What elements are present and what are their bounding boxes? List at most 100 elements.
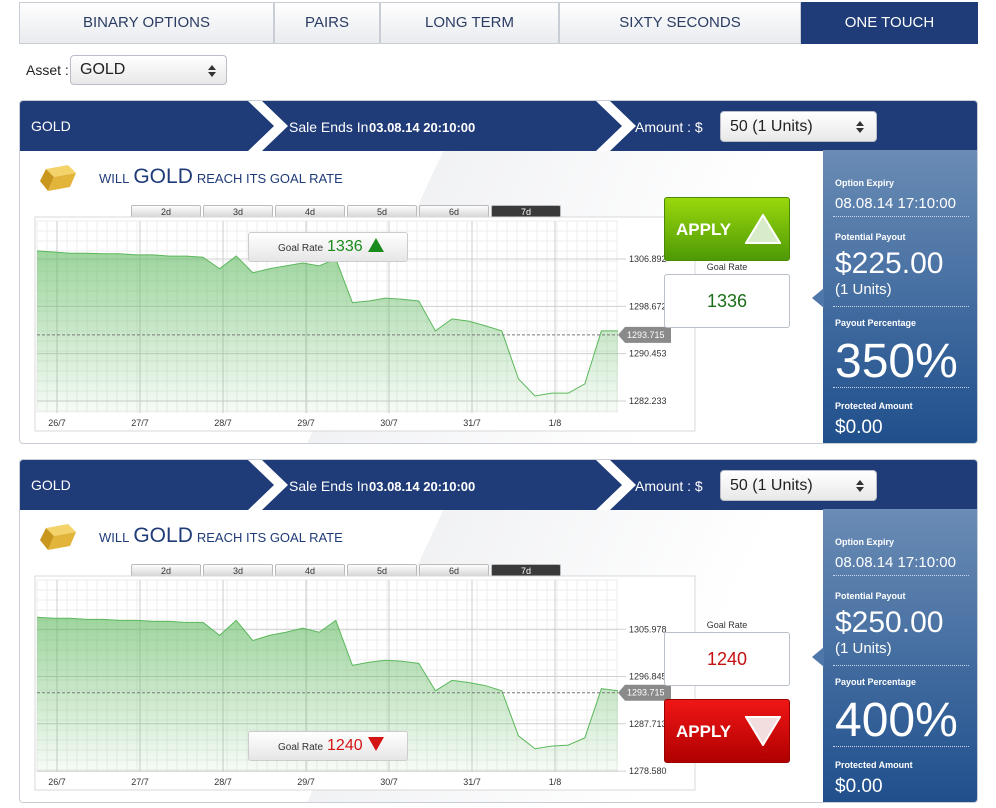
amount-select[interactable]: 50 (1 Units) [720,470,877,501]
headline-rest: REACH ITS GOAL RATE [196,530,343,545]
y-tick-label: 1298.672 [629,301,667,311]
headline-will: WILL [99,171,130,186]
sale-time: 03.08.14 20:10:00 [369,120,476,135]
headline-asset: GOLD [133,524,193,547]
gold-top [46,524,76,536]
goal-tag: Goal Rate 1336 [248,232,408,262]
tab[interactable]: BINARY OPTIONS [19,2,274,44]
protected-label: Protected Amount [835,760,913,770]
pct: 350% [835,335,958,388]
x-tick-label: 28/7 [214,777,232,787]
arrow [856,480,864,492]
x-tick-label: 1/8 [549,418,562,428]
select-arrows [208,65,216,77]
sale-label: Sale Ends In [289,478,369,494]
goal-tag-value: 1240 [327,737,363,754]
asset-name: GOLD [31,118,71,134]
chevron [596,460,636,510]
arrow [745,214,781,244]
goal-rate-value: 1336 [664,274,790,328]
tab[interactable]: LONG TERM [380,2,559,44]
current-tag [618,684,671,701]
direction-arrow [367,737,384,751]
amount-label: Amount : $ [635,119,703,135]
expiry: 08.08.14 17:10:00 [835,195,956,212]
amount-select[interactable]: 50 (1 Units) [720,111,877,142]
goal-rate-label: Goal Rate [706,262,748,272]
arrow [367,238,384,252]
x-tick-label: 30/7 [380,418,398,428]
amount-value: 50 (1 Units) [730,118,813,135]
arrow [745,716,781,746]
y-tick-label: 1287.713 [629,719,667,729]
headline: WILL GOLD REACH ITS GOAL RATE [99,165,343,189]
y-tick-label: 1290.453 [629,349,667,359]
units: (1 Units) [835,281,892,298]
goal-tag: Goal Rate 1240 [248,731,408,761]
chevron [248,101,288,151]
x-tick-label: 29/7 [297,418,315,428]
x-tick-label: 30/7 [380,777,398,787]
price-area [37,617,618,772]
gold-icon [40,524,76,550]
arrow [856,121,864,133]
y-tick-label: 1278.580 [629,766,667,776]
goal-rate-value: 1240 [664,632,790,686]
payout: $250.00 [835,606,944,639]
headline-will: WILL [99,530,130,545]
gold-icon [40,165,76,191]
y-tick-label: 1305.978 [629,624,667,634]
sidebar-pointer [812,288,824,308]
x-tick-label: 26/7 [48,418,66,428]
asset-select[interactable]: GOLD [70,55,227,85]
apply-button[interactable]: APPLY [664,197,790,261]
gold-side [48,532,76,550]
apply-button[interactable]: APPLY [664,699,790,763]
current-value: 1293.715 [627,688,665,698]
price-chart: 26/7 27/7 28/7 29/7 30/7 31/7 1/8 1306.892 1298.… [34,216,696,432]
units: (1 Units) [835,640,892,657]
divider [833,665,969,666]
arrow [367,737,384,751]
apply-label: APPLY [676,722,732,741]
select-arrows [856,480,864,492]
tab[interactable]: ONE TOUCH [801,2,978,44]
headline: WILL GOLD REACH ITS GOAL RATE [99,524,343,548]
goal-tag-value: 1336 [327,238,363,255]
price-line [36,616,619,750]
pct-label: Payout Percentage [835,677,917,687]
y-tick-label: 1282.233 [629,396,667,406]
payout: $225.00 [835,247,944,280]
asset-label: Asset : [26,62,69,78]
amount-value: 50 (1 Units) [730,477,813,494]
expiry-label: Option Expiry [835,178,895,188]
pct-label: Payout Percentage [835,318,917,328]
gold-top [46,165,76,177]
x-tick-label: 27/7 [131,418,149,428]
expiry: 08.08.14 17:10:00 [835,554,956,571]
option-panel: GOLD Sale Ends In 03.08.14 20:10:00 Amount … [19,100,978,444]
tab[interactable]: SIXTY SECONDS [559,2,801,44]
payout-sidebar: Option Expiry 08.08.14 17:10:00 Potential … [823,509,977,802]
goal-rate-label: Goal Rate [706,620,748,630]
price-area [37,250,618,413]
divider [833,216,969,217]
gold-side [48,173,76,191]
divider [833,306,969,307]
divider [833,387,969,388]
divider [833,575,969,576]
tab[interactable]: PAIRS [274,2,380,44]
chevron [596,101,636,151]
pointer [812,647,824,667]
expiry-label: Option Expiry [835,537,895,547]
direction-arrow [367,238,384,252]
goal-tag-label: Goal Rate [278,742,324,753]
payout-label: Potential Payout [835,591,906,601]
x-tick-label: 29/7 [297,777,315,787]
chevron [248,460,288,510]
apply-arrow [745,716,781,746]
gold-front [40,528,54,550]
headline-asset: GOLD [133,165,193,188]
x-tick-label: 27/7 [131,777,149,787]
